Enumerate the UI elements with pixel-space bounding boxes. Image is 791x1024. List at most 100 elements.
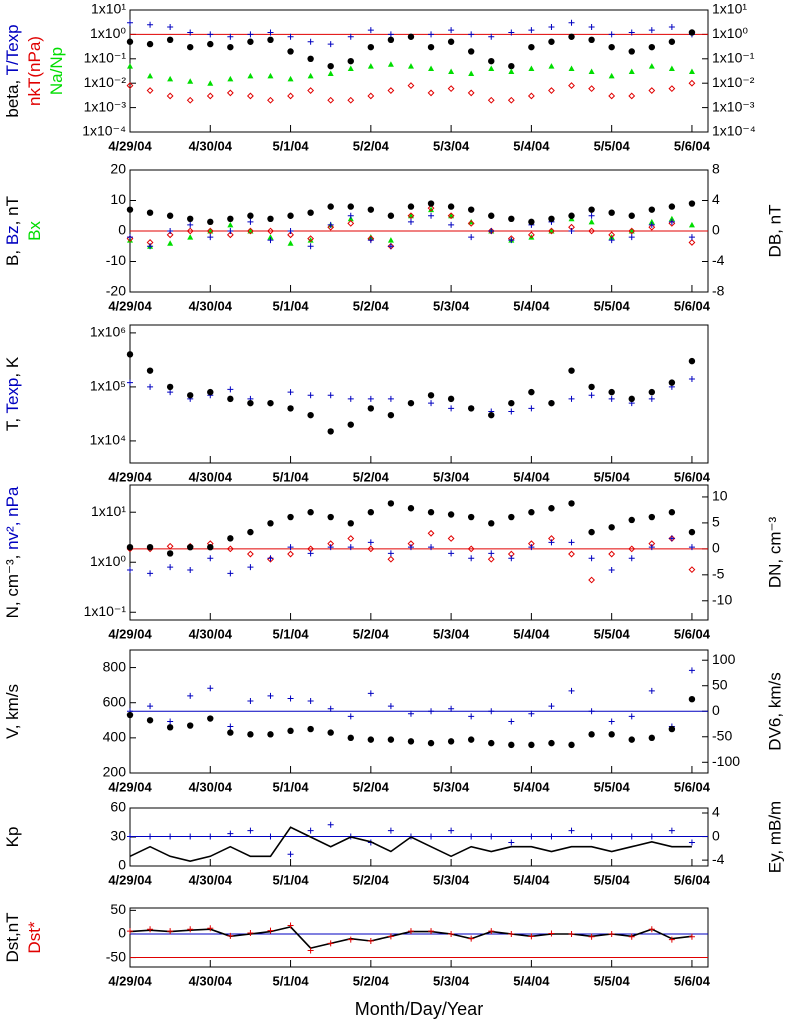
data-point [608, 31, 615, 38]
data-point [488, 708, 495, 715]
data-point [508, 62, 515, 70]
y2-tick-label: 0 [712, 222, 720, 238]
data-point [668, 24, 675, 31]
y2-tick-label: 100 [712, 651, 736, 667]
data-point [367, 237, 374, 244]
data-point [166, 550, 174, 557]
data-point [407, 399, 415, 407]
data-point [127, 566, 133, 573]
data-point [468, 713, 475, 720]
data-point [648, 544, 655, 551]
data-point [588, 555, 595, 562]
data-point [427, 43, 435, 51]
data-point [588, 528, 595, 536]
data-point [568, 930, 575, 937]
x-tick-label: 5/1/04 [272, 138, 309, 153]
data-point [207, 925, 214, 932]
data-point [287, 389, 294, 396]
data-point [588, 392, 595, 399]
plot-frame [129, 484, 709, 621]
y-axis-label: N, cm⁻³, nv², nPa [3, 486, 22, 618]
y-tick-label: 30 [110, 828, 126, 844]
data-point [448, 705, 455, 712]
y2-axis-label: DV6, km/s [765, 672, 784, 750]
data-point [166, 92, 174, 100]
data-point [428, 31, 435, 38]
data-point [347, 520, 354, 527]
data-point [247, 38, 254, 45]
data-point [327, 96, 335, 104]
data-point [688, 221, 695, 228]
y-axis-label: Na/Np [47, 47, 66, 95]
y-tick-label: 1x10⁻⁴ [82, 123, 126, 139]
data-point [166, 36, 174, 44]
data-point [227, 535, 234, 542]
data-point [146, 543, 154, 551]
data-point [648, 221, 655, 228]
data-point [227, 221, 234, 228]
y-axis-label-part: beta, [3, 75, 22, 117]
data-point [688, 933, 695, 940]
x-tick-label: 4/29/04 [108, 138, 152, 153]
data-point [327, 62, 334, 70]
y-tick-label: 1x10¹ [91, 503, 126, 519]
data-point [146, 717, 154, 724]
data-point [548, 539, 555, 546]
y-tick-label: 1x10⁻¹ [84, 50, 127, 66]
y-axis-label-part: Kp [3, 827, 22, 848]
y-axis-label: Kp [3, 827, 22, 848]
data-point [508, 839, 515, 846]
data-point [468, 555, 475, 562]
y-tick-label: 1x10⁰ [90, 553, 126, 569]
data-point [407, 928, 414, 935]
data-point [307, 55, 314, 62]
data-point [327, 223, 335, 231]
plot-frame [129, 907, 709, 968]
data-point [147, 383, 154, 390]
data-point [247, 72, 254, 79]
y2-tick-label: 1x10⁻² [712, 74, 755, 90]
data-point [227, 570, 234, 577]
data-point [187, 833, 194, 840]
x-tick-label: 5/5/04 [594, 626, 631, 641]
data-point [146, 367, 154, 374]
x-tick-label: 5/4/04 [513, 973, 550, 988]
data-point [327, 513, 334, 521]
data-point [568, 500, 575, 507]
data-point [468, 935, 475, 942]
data-point [628, 713, 635, 720]
data-point [428, 833, 435, 840]
data-point [167, 240, 174, 246]
data-point [628, 833, 635, 840]
data-point [287, 922, 294, 929]
data-point [267, 731, 274, 738]
data-point [668, 203, 676, 210]
data-point [648, 27, 655, 34]
x-tick-label: 5/1/04 [272, 779, 309, 794]
data-point [247, 92, 254, 100]
y-tick-label: 10 [110, 191, 126, 207]
data-point [407, 505, 415, 512]
y-axis-label-part: Dst* [25, 921, 44, 954]
data-point [628, 212, 635, 219]
data-point [367, 206, 375, 213]
y-axis-label-part: V, km/s [3, 684, 22, 739]
data-point [548, 739, 555, 747]
data-point [167, 228, 174, 234]
data-point [226, 545, 234, 553]
data-point [387, 36, 395, 44]
data-point [367, 43, 375, 51]
data-point [187, 234, 194, 240]
data-point [127, 833, 133, 840]
data-point [247, 564, 254, 571]
plot-frame [129, 324, 709, 464]
data-point [468, 234, 475, 241]
data-point [187, 692, 194, 699]
data-point [247, 827, 254, 834]
data-point [568, 212, 575, 219]
data-point [588, 731, 595, 738]
data-point [206, 227, 214, 235]
y-tick-label: 1x10⁴ [90, 432, 126, 448]
